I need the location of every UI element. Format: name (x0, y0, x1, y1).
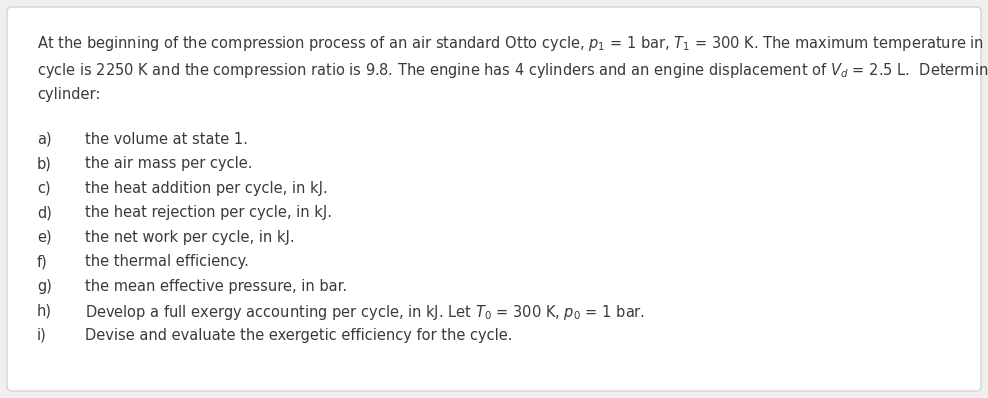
Text: cycle is 2250 K and the compression ratio is 9.8. The engine has 4 cylinders and: cycle is 2250 K and the compression rati… (37, 60, 988, 80)
Text: the heat addition per cycle, in kJ.: the heat addition per cycle, in kJ. (85, 181, 328, 195)
Text: e): e) (37, 230, 51, 244)
Text: b): b) (37, 156, 52, 171)
Text: the heat rejection per cycle, in kJ.: the heat rejection per cycle, in kJ. (85, 205, 332, 220)
Text: a): a) (37, 131, 51, 146)
Text: the net work per cycle, in kJ.: the net work per cycle, in kJ. (85, 230, 294, 244)
Text: Devise and evaluate the exergetic efficiency for the cycle.: Devise and evaluate the exergetic effici… (85, 328, 513, 343)
Text: the thermal efficiency.: the thermal efficiency. (85, 254, 249, 269)
Text: d): d) (37, 205, 52, 220)
Text: the mean effective pressure, in bar.: the mean effective pressure, in bar. (85, 279, 347, 293)
Text: Develop a full exergy accounting per cycle, in kJ. Let $T_0$ = 300 K, $p_0$ = 1 : Develop a full exergy accounting per cyc… (85, 303, 645, 322)
Text: c): c) (37, 181, 50, 195)
Text: cylinder:: cylinder: (37, 87, 101, 102)
Text: the volume at state 1.: the volume at state 1. (85, 131, 248, 146)
Text: i): i) (37, 328, 46, 343)
Text: At the beginning of the compression process of an air standard Otto cycle, $p_1$: At the beginning of the compression proc… (37, 34, 988, 53)
Text: h): h) (37, 303, 52, 318)
Text: g): g) (37, 279, 52, 293)
FancyBboxPatch shape (7, 7, 981, 391)
Text: f): f) (37, 254, 47, 269)
Text: the air mass per cycle.: the air mass per cycle. (85, 156, 253, 171)
